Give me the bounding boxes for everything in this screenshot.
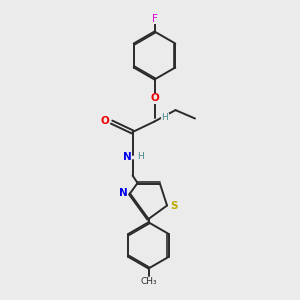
Text: H: H [137,152,143,161]
Text: CH₃: CH₃ [140,278,157,286]
Text: N: N [123,152,132,162]
Text: H: H [162,113,168,122]
Text: O: O [150,93,159,103]
Text: S: S [170,200,177,211]
Text: O: O [100,116,109,126]
Text: N: N [119,188,128,198]
Text: F: F [152,14,158,24]
